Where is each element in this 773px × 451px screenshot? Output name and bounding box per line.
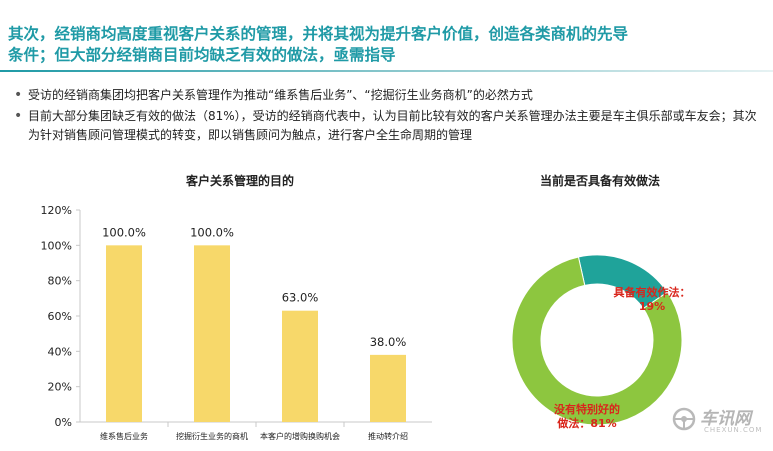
bullet-list: • 受访的经销商集团均把客户关系管理作为推动“维系售后业务”、“挖掘衍生业务商机… <box>14 86 766 147</box>
slide-title: 其次，经销商均高度重视客户关系的管理，并将其视为提升客户价值，创造各类商机的先导… <box>8 25 629 64</box>
logo-subtext: CHEXUN.COM <box>704 426 763 434</box>
slice-label: 具备有效作法： <box>614 285 691 299</box>
y-tick-label: 120% <box>41 204 72 217</box>
y-tick-label: 0% <box>55 416 72 429</box>
bar-value-label: 63.0% <box>282 291 319 305</box>
x-tick-label: 维系售后业务 <box>100 431 148 441</box>
x-tick-label: 本客户的增购换购机会 <box>260 431 340 441</box>
bar-chart-title: 客户关系管理的目的 <box>185 174 294 188</box>
logo-text: 车讯网 <box>700 409 751 429</box>
y-tick-label: 60% <box>48 310 72 323</box>
bullet-item: • 受访的经销商集团均把客户关系管理作为推动“维系售后业务”、“挖掘衍生业务商机… <box>14 86 766 105</box>
donut-chart-title: 当前是否具备有效做法 <box>539 174 660 188</box>
bar <box>282 310 318 422</box>
y-tick-label: 40% <box>48 345 72 358</box>
bullet-text: 受访的经销商集团均把客户关系管理作为推动“维系售后业务”、“挖掘衍生业务商机”的… <box>28 88 533 102</box>
steering-wheel-icon <box>672 407 696 431</box>
slice-value-label: 19% <box>639 300 665 313</box>
bar-value-label: 100.0% <box>190 225 234 239</box>
slice-value-label: 做法：81% <box>556 416 616 430</box>
bar <box>370 354 406 422</box>
y-tick-label: 100% <box>41 239 72 252</box>
title-divider <box>0 70 773 72</box>
y-tick-label: 80% <box>48 275 72 288</box>
y-tick-label: 20% <box>48 381 72 394</box>
bullet-text: 目前大部分集团缺乏有效的做法（81%），受访的经销商代表中，认为目前比较有效的客… <box>28 109 757 142</box>
slice-label: 没有特别好的 <box>554 402 620 416</box>
brand-logo: 车讯网 CHEXUN.COM <box>670 404 770 438</box>
bullet-marker: • <box>14 87 23 103</box>
x-tick-label: 挖掘衍生业务的商机 <box>176 431 248 441</box>
x-tick-label: 推动转介绍 <box>368 431 408 441</box>
bar-value-label: 38.0% <box>370 335 407 349</box>
bar <box>106 245 142 422</box>
bullet-marker: • <box>14 108 23 124</box>
bar-value-label: 100.0% <box>102 225 146 239</box>
donut-slice <box>511 256 683 426</box>
bar <box>194 245 230 422</box>
bullet-item: 目前大部分集团缺乏有效的做法（81%），受访的经销商代表中，认为目前比较有效的客… <box>14 107 766 145</box>
